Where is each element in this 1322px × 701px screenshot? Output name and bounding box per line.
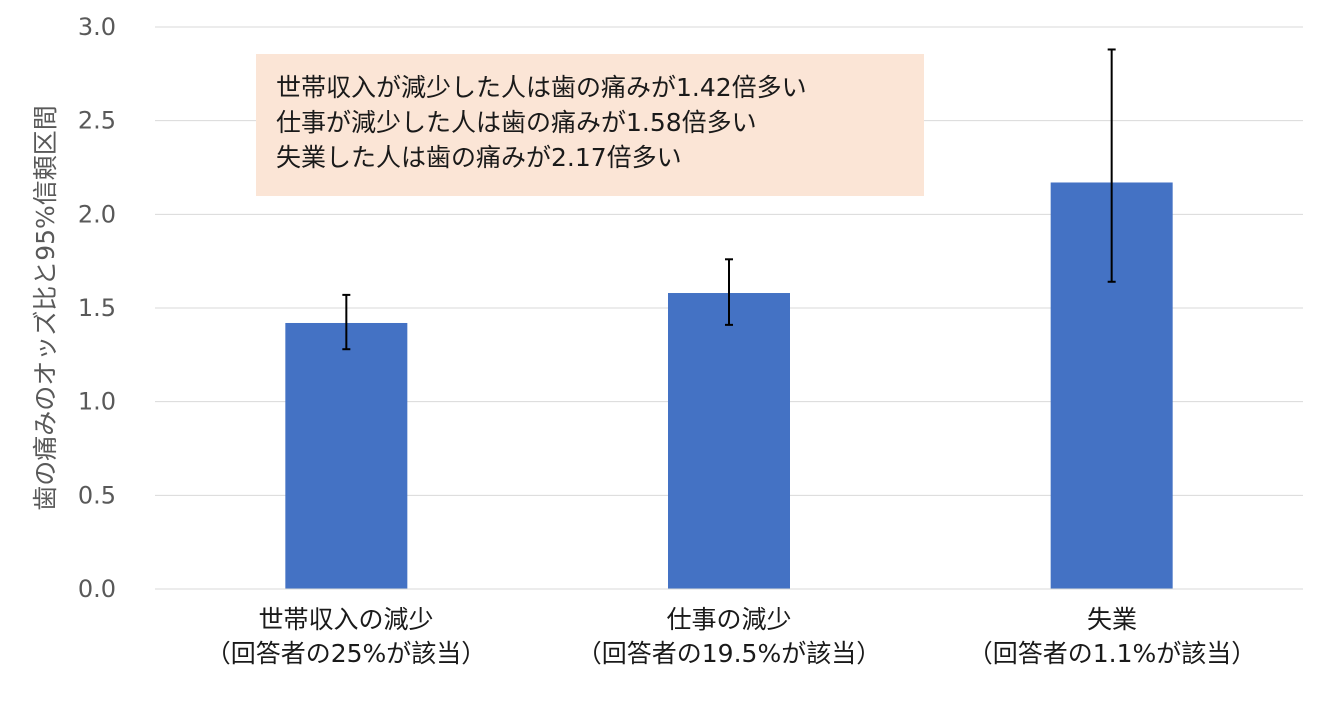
bars — [285, 182, 1173, 589]
y-tick-label: 2.5 — [78, 107, 116, 135]
x-category-2: 仕事の減少 （回答者の19.5%が該当） — [539, 603, 919, 671]
x-category-2-line-1: 仕事の減少 — [666, 605, 792, 634]
x-category-3: 失業 （回答者の1.1%が該当） — [922, 603, 1302, 671]
y-tick-label: 0.0 — [78, 575, 116, 603]
x-category-2-line-2: （回答者の19.5%が該当） — [576, 639, 882, 668]
annotation-line-2: 仕事が減少した人は歯の痛みが1.58倍多い — [276, 108, 757, 137]
x-category-1-line-2: （回答者の25%が該当） — [205, 639, 487, 668]
annotation-box: 世帯収入が減少した人は歯の痛みが1.42倍多い 仕事が減少した人は歯の痛みが1.… — [256, 54, 924, 196]
y-axis-label: 歯の痛みのオッズ比と95%信頼区間 — [31, 105, 60, 511]
x-category-3-line-2: （回答者の1.1%が該当） — [967, 639, 1257, 668]
y-tick-label: 1.5 — [78, 294, 116, 322]
error-bars — [342, 48, 1116, 351]
y-axis-ticks: 0.0 0.5 1.0 1.5 2.0 2.5 3.0 — [78, 13, 116, 603]
annotation-line-3: 失業した人は歯の痛みが2.17倍多い — [276, 143, 682, 172]
x-category-1-line-1: 世帯収入の減少 — [258, 605, 434, 634]
bar — [668, 293, 790, 589]
bar — [285, 322, 408, 589]
y-tick-label: 0.5 — [78, 481, 116, 509]
y-tick-label: 2.0 — [78, 200, 116, 228]
x-category-3-line-1: 失業 — [1086, 605, 1137, 634]
y-tick-label: 1.0 — [78, 388, 116, 416]
x-category-1: 世帯収入の減少 （回答者の25%が該当） — [156, 603, 536, 671]
y-tick-label: 3.0 — [78, 13, 116, 41]
annotation-line-1: 世帯収入が減少した人は歯の痛みが1.42倍多い — [276, 73, 807, 102]
